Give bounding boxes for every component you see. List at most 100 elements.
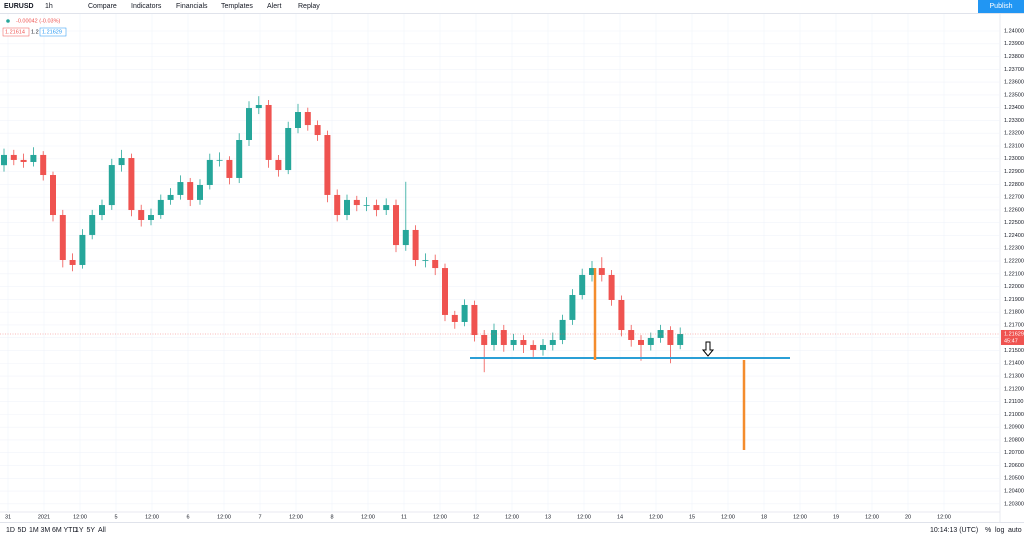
y-tick-label: 1.22900 <box>1004 169 1024 175</box>
x-tick-label: 12:00 <box>577 514 591 520</box>
y-tick-label: 1.22700 <box>1004 195 1024 201</box>
interval[interactable]: 1h <box>45 3 53 10</box>
candle-body <box>20 159 27 162</box>
candle-body <box>402 229 409 246</box>
x-tick-label: 12:00 <box>649 514 663 520</box>
range-button[interactable]: 3M <box>40 527 51 534</box>
range-button[interactable]: 5Y <box>86 527 96 534</box>
candle-body <box>520 339 527 345</box>
range-button[interactable]: 1M <box>29 527 39 534</box>
candle-body <box>187 182 194 200</box>
candle-body <box>295 112 301 128</box>
candle-body <box>393 205 399 246</box>
y-tick-label: 1.20500 <box>1004 476 1024 482</box>
y-tick-label: 1.22800 <box>1004 182 1024 188</box>
option[interactable]: log <box>995 527 1005 534</box>
countdown: 45:47 <box>1004 338 1018 344</box>
y-tick-label: 1.20400 <box>1004 488 1024 494</box>
y-tick-label: 1.21900 <box>1004 297 1024 303</box>
candle-body <box>598 268 605 275</box>
status-dot <box>6 19 10 23</box>
y-tick-label: 1.23500 <box>1004 92 1024 98</box>
candle-body <box>226 159 233 178</box>
bottom-toolbar: 10:14:13 (UTC) % log auto 1D 5D 1M 3M 6M YTD 1… <box>0 522 1024 537</box>
option[interactable]: % <box>985 527 992 534</box>
arrow-down <box>701 341 715 357</box>
top-toolbar: EURUSD 1h Compare Indicators Financials … <box>0 0 1024 14</box>
publish-button[interactable]: Publish <box>978 0 1024 13</box>
candle-body <box>99 205 105 216</box>
x-tick-label: 12:00 <box>73 514 87 520</box>
candle-body <box>128 158 135 211</box>
candle-body <box>353 199 360 206</box>
ask-box[interactable] <box>39 27 67 37</box>
candle-body <box>471 304 478 336</box>
toolbar-item[interactable]: Alert <box>267 3 282 10</box>
candle-body <box>628 330 635 340</box>
y-tick-label: 1.21000 <box>1004 412 1024 418</box>
toolbar-item[interactable]: Indicators <box>131 3 162 10</box>
candle-body <box>638 339 644 345</box>
candle-body <box>677 333 684 345</box>
x-tick-label: 12:00 <box>361 514 375 520</box>
range-button[interactable]: 6M <box>52 527 62 534</box>
x-tick-label: 12 <box>473 514 479 520</box>
range-button[interactable]: YTD <box>63 527 78 534</box>
bid-box[interactable] <box>2 27 30 37</box>
candle-body <box>530 344 537 350</box>
x-tick-label: 13 <box>545 514 551 520</box>
toolbar-item[interactable]: Templates <box>221 3 253 10</box>
toolbar-item[interactable]: Replay <box>298 3 320 10</box>
x-tick-label: 12:00 <box>865 514 879 520</box>
symbol[interactable]: EURUSD <box>4 3 34 10</box>
candle-body <box>540 344 546 350</box>
x-tick-label: 12:00 <box>145 514 159 520</box>
candle-body <box>569 295 576 320</box>
candle-body <box>422 259 429 261</box>
y-tick-label: 1.23100 <box>1004 143 1024 149</box>
y-tick-label: 1.23200 <box>1004 131 1024 137</box>
x-tick-label: 31 <box>5 514 11 520</box>
toolbar-item[interactable]: Compare <box>88 3 117 10</box>
candle-body <box>265 104 272 160</box>
y-tick-label: 1.21800 <box>1004 310 1024 316</box>
candle-body <box>285 127 292 171</box>
x-tick-label: 2021 <box>38 514 50 520</box>
last-price-label: 1.21629 <box>1004 331 1024 337</box>
candle-body <box>206 159 213 185</box>
range-button[interactable]: 5D <box>17 527 27 534</box>
toolbar-item[interactable]: Financials <box>176 3 208 10</box>
candle-body <box>559 319 566 340</box>
y-tick-label: 1.22000 <box>1004 284 1024 290</box>
last-price-tag <box>1001 329 1024 345</box>
x-tick-label: 12:00 <box>433 514 447 520</box>
range-button[interactable]: All <box>98 527 106 534</box>
option[interactable]: auto <box>1008 527 1022 534</box>
candle-body <box>108 165 115 206</box>
candle-body <box>246 108 252 141</box>
x-tick-label: 14 <box>617 514 623 520</box>
range-button[interactable]: 1Y <box>75 527 84 534</box>
y-tick-label: 1.21500 <box>1004 348 1024 354</box>
y-tick-label: 1.21300 <box>1004 373 1024 379</box>
y-tick-label: 1.23900 <box>1004 41 1024 47</box>
candle-body <box>491 330 497 345</box>
y-tick-label: 1.22200 <box>1004 258 1024 264</box>
legend-change: -0.00042 (-0.03%) <box>16 18 60 24</box>
candle-body <box>344 199 350 216</box>
candle-body <box>275 159 282 171</box>
y-tick-label: 1.20800 <box>1004 437 1024 443</box>
candle-body <box>79 234 86 265</box>
y-tick-label: 1.21700 <box>1004 322 1024 328</box>
y-tick-label: 1.23300 <box>1004 118 1024 124</box>
x-tick-label: 12:00 <box>793 514 807 520</box>
candle-body <box>481 335 488 345</box>
range-button[interactable]: 1D <box>6 527 15 534</box>
candle-body <box>500 330 507 345</box>
y-tick-label: 1.23000 <box>1004 156 1024 162</box>
candle-body <box>30 154 37 162</box>
candle-body <box>177 182 184 195</box>
ask: 1.21629 <box>42 29 62 35</box>
y-tick-label: 1.20700 <box>1004 450 1024 456</box>
candle-body <box>216 159 223 161</box>
